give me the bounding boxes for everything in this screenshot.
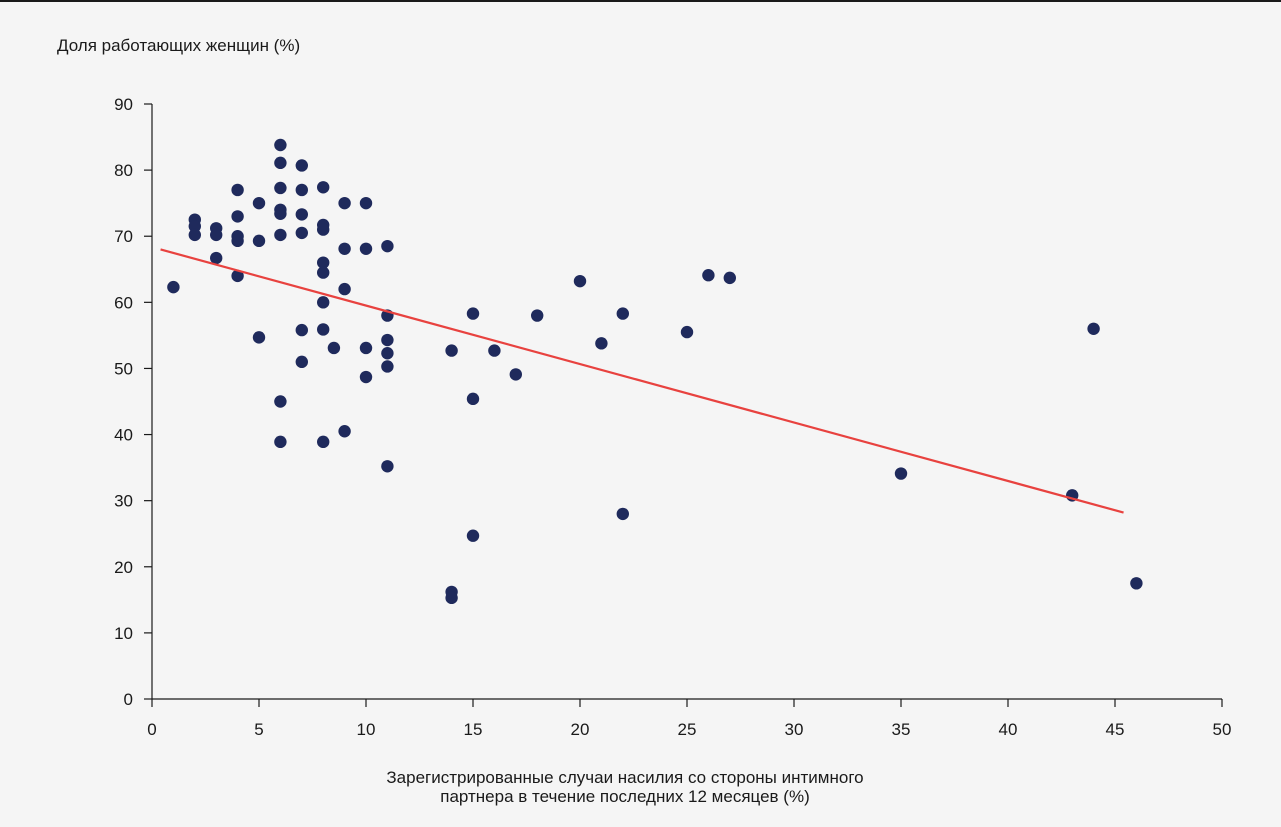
data-point <box>616 307 629 320</box>
data-point <box>509 368 522 381</box>
data-point <box>274 156 287 170</box>
data-point <box>359 196 373 210</box>
x-axis-title: Зарегистрированные случаи насилия со сто… <box>300 768 950 806</box>
data-point <box>723 271 736 285</box>
data-point <box>381 347 394 360</box>
x-tick-label: 5 <box>254 720 263 739</box>
data-point <box>573 274 587 288</box>
data-point <box>616 507 629 521</box>
data-point <box>188 228 201 242</box>
data-point <box>317 256 330 269</box>
data-point <box>317 296 330 309</box>
y-tick-label: 20 <box>114 558 133 577</box>
data-point <box>381 360 394 373</box>
data-point <box>295 323 308 337</box>
data-point <box>466 392 480 406</box>
data-point <box>359 370 373 384</box>
x-axis-title-line-1: Зарегистрированные случаи насилия со сто… <box>386 768 864 787</box>
data-point <box>338 196 351 210</box>
x-ticks: 0 5 10 15 20 25 30 35 40 45 50 <box>147 699 1231 739</box>
data-point <box>595 337 608 350</box>
data-point <box>445 344 458 357</box>
data-point <box>327 341 341 355</box>
y-tick-label: 70 <box>114 227 133 246</box>
data-point <box>338 242 351 255</box>
data-point <box>210 251 223 265</box>
data-point <box>317 435 330 449</box>
data-point <box>359 341 373 355</box>
axes: 0 5 10 15 20 25 30 35 40 45 50 0 10 20 30 40 50 60 70 80 90 <box>114 95 1231 739</box>
data-point <box>295 159 308 172</box>
data-point <box>466 307 480 320</box>
x-tick-label: 10 <box>357 720 376 739</box>
x-tick-label: 40 <box>999 720 1018 739</box>
data-points <box>167 138 1143 605</box>
y-tick-label: 80 <box>114 161 133 180</box>
data-point <box>274 435 287 449</box>
data-point <box>702 269 715 282</box>
x-axis-title-line-2: партнера в течение последних 12 месяцев … <box>440 787 810 806</box>
data-point <box>231 234 244 248</box>
data-point <box>295 183 308 197</box>
y-tick-label: 10 <box>114 624 133 643</box>
y-tick-label: 90 <box>114 95 133 114</box>
data-point <box>210 228 223 242</box>
data-point <box>317 266 330 279</box>
data-point <box>338 282 351 296</box>
data-point <box>274 138 287 152</box>
data-point <box>295 355 308 369</box>
data-point <box>894 467 908 480</box>
data-point <box>317 223 330 236</box>
data-point <box>359 242 373 255</box>
data-point <box>274 395 287 408</box>
top-rule <box>0 0 1281 2</box>
trend-line <box>160 248 1124 514</box>
data-point <box>381 333 394 347</box>
data-point <box>466 529 480 542</box>
data-point <box>274 181 287 195</box>
data-point <box>231 269 244 283</box>
data-point <box>231 183 244 197</box>
data-point <box>680 325 694 339</box>
y-ticks: 0 10 20 30 40 50 60 70 80 90 <box>114 95 152 709</box>
data-point <box>381 239 394 253</box>
x-tick-label: 15 <box>464 720 483 739</box>
y-tick-label: 30 <box>114 492 133 511</box>
data-point <box>488 344 501 357</box>
data-point <box>274 207 287 220</box>
data-point <box>231 210 244 223</box>
x-tick-label: 25 <box>678 720 697 739</box>
x-tick-label: 20 <box>571 720 590 739</box>
data-point <box>252 234 266 248</box>
x-tick-label: 45 <box>1106 720 1125 739</box>
data-point <box>317 323 330 336</box>
x-tick-label: 0 <box>147 720 156 739</box>
data-point <box>295 208 308 221</box>
y-tick-label: 0 <box>124 690 133 709</box>
data-point <box>381 460 394 473</box>
data-point <box>1130 577 1143 590</box>
x-tick-label: 50 <box>1213 720 1232 739</box>
data-point <box>252 196 266 210</box>
y-tick-label: 60 <box>114 293 133 312</box>
data-point <box>338 425 351 438</box>
y-tick-label: 50 <box>114 359 133 378</box>
y-tick-label: 40 <box>114 426 133 445</box>
x-tick-label: 30 <box>785 720 804 739</box>
x-tick-label: 35 <box>892 720 911 739</box>
y-axis-title: Доля работающих женщин (%) <box>57 36 301 55</box>
data-point <box>1087 322 1100 335</box>
data-point <box>188 220 201 233</box>
data-point <box>274 228 287 242</box>
data-point <box>295 226 308 240</box>
data-point <box>317 181 330 194</box>
data-point <box>252 331 266 344</box>
data-point <box>445 591 458 605</box>
data-point <box>531 309 544 322</box>
data-point <box>167 280 180 294</box>
